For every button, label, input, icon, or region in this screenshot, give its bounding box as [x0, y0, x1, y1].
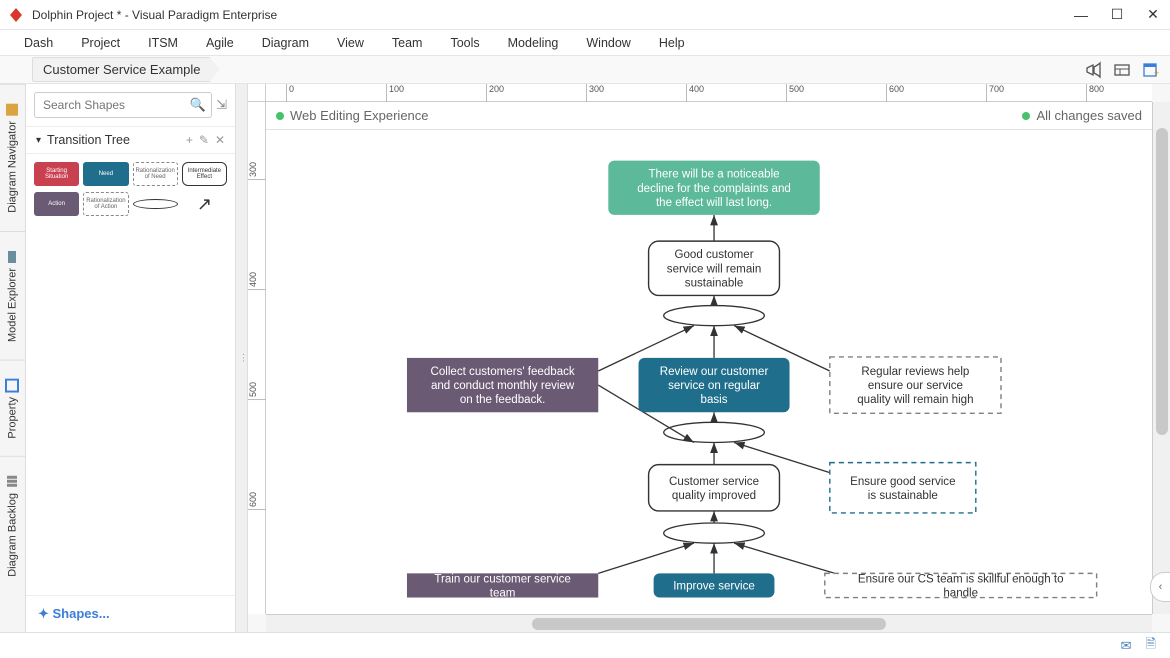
- diagram-canvas[interactable]: Web Editing Experience All changes saved…: [266, 102, 1152, 614]
- menu-modeling[interactable]: Modeling: [494, 32, 573, 54]
- svg-text:There will be a noticeabledecl: There will be a noticeabledecline for th…: [637, 169, 791, 209]
- horizontal-ruler: 0100200300400500600700800: [266, 84, 1152, 102]
- svg-text:Regular reviews helpensure our: Regular reviews helpensure our servicequ…: [857, 366, 973, 406]
- canvas-status-bar: Web Editing Experience All changes saved: [266, 102, 1152, 130]
- palette-rationalization-need[interactable]: Rationalization of Need: [133, 162, 178, 186]
- palette-arrow[interactable]: ↗: [182, 192, 227, 216]
- add-icon[interactable]: +: [186, 133, 193, 147]
- search-icon[interactable]: 🔍: [190, 97, 206, 113]
- new-window-icon[interactable]: +: [1140, 60, 1160, 80]
- horizontal-scrollbar[interactable]: [266, 614, 1152, 632]
- main-area: Diagram Navigator Model Explorer Propert…: [0, 84, 1170, 632]
- diagram-navigator-icon: [6, 103, 20, 117]
- layout-icon[interactable]: [1112, 60, 1132, 80]
- menu-project[interactable]: Project: [67, 32, 134, 54]
- palette-rationalization-action[interactable]: Rationalization of Action: [83, 192, 128, 216]
- right-panel-toggle[interactable]: ‹: [1150, 572, 1170, 602]
- canvas-area: 0100200300400500600700800 300400500600 W…: [248, 84, 1170, 632]
- left-tab-strip: Diagram Navigator Model Explorer Propert…: [0, 84, 26, 632]
- mail-icon[interactable]: ✉: [1121, 638, 1132, 654]
- chevron-down-icon: ▾: [36, 135, 41, 146]
- tab-property[interactable]: Property: [0, 360, 25, 457]
- menu-itsm[interactable]: ITSM: [134, 32, 192, 54]
- note-icon[interactable]: 🗎: [1146, 635, 1156, 657]
- tab-model-explorer[interactable]: Model Explorer: [0, 231, 25, 360]
- app-icon: [8, 7, 24, 23]
- menu-team[interactable]: Team: [378, 32, 437, 54]
- menu-window[interactable]: Window: [572, 32, 644, 54]
- shape-palette: Starting Situation Need Rationalization …: [26, 154, 235, 224]
- model-explorer-icon: [6, 250, 20, 264]
- status-left-label: Web Editing Experience: [290, 108, 429, 123]
- title-bar: Dolphin Project * - Visual Paradigm Ente…: [0, 0, 1170, 30]
- status-dot-left: [276, 112, 284, 120]
- menu-dash[interactable]: Dash: [10, 32, 67, 54]
- close-button[interactable]: ✕: [1144, 6, 1162, 23]
- tab-diagram-navigator[interactable]: Diagram Navigator: [0, 84, 25, 231]
- window-title: Dolphin Project * - Visual Paradigm Ente…: [32, 8, 1072, 22]
- pin-icon[interactable]: ⇲: [216, 97, 227, 113]
- vertical-ruler: 300400500600: [248, 102, 266, 614]
- menu-view[interactable]: View: [323, 32, 378, 54]
- ruler-corner: [248, 84, 266, 102]
- status-right-label: All changes saved: [1036, 108, 1142, 123]
- status-bar: ✉ 🗎: [0, 632, 1170, 658]
- shapes-panel: 🔍 ⇲ ▾ Transition Tree + ✎ ✕ Starting Sit…: [26, 84, 236, 632]
- palette-intermediate-effect[interactable]: Intermediate Effect: [182, 162, 227, 186]
- svg-text:+: +: [1154, 68, 1159, 78]
- section-title: Transition Tree: [47, 133, 180, 147]
- menu-bar: Dash Project ITSM Agile Diagram View Tea…: [0, 30, 1170, 56]
- palette-need[interactable]: Need: [83, 162, 128, 186]
- top-toolbar: Customer Service Example +: [0, 56, 1170, 84]
- svg-text:Improve service: Improve service: [673, 580, 755, 592]
- splitter-handle[interactable]: ⋮: [236, 84, 248, 632]
- breadcrumb[interactable]: Customer Service Example: [32, 57, 220, 82]
- shapes-more-button[interactable]: ✦ Shapes...: [26, 595, 235, 632]
- window-controls: — ☐ ✕: [1072, 6, 1162, 23]
- palette-starting-situation[interactable]: Starting Situation: [34, 162, 79, 186]
- search-shapes-input[interactable]: [34, 92, 212, 118]
- tab-diagram-backlog[interactable]: Diagram Backlog: [0, 456, 25, 595]
- maximize-button[interactable]: ☐: [1108, 6, 1126, 23]
- diagram-surface[interactable]: There will be a noticeabledecline for th…: [266, 130, 1152, 614]
- menu-agile[interactable]: Agile: [192, 32, 248, 54]
- menu-diagram[interactable]: Diagram: [248, 32, 323, 54]
- property-icon: [6, 379, 20, 393]
- megaphone-icon[interactable]: [1084, 60, 1104, 80]
- backlog-icon: [6, 475, 20, 489]
- edit-icon[interactable]: ✎: [199, 133, 209, 147]
- status-dot-right: [1022, 112, 1030, 120]
- remove-icon[interactable]: ✕: [215, 133, 225, 147]
- diagram-svg[interactable]: There will be a noticeabledecline for th…: [266, 130, 1152, 614]
- vertical-scrollbar[interactable]: [1152, 102, 1170, 614]
- menu-help[interactable]: Help: [645, 32, 699, 54]
- palette-section-header[interactable]: ▾ Transition Tree + ✎ ✕: [26, 126, 235, 154]
- menu-tools[interactable]: Tools: [436, 32, 493, 54]
- palette-action[interactable]: Action: [34, 192, 79, 216]
- palette-ellipse[interactable]: [133, 199, 178, 209]
- minimize-button[interactable]: —: [1072, 7, 1090, 23]
